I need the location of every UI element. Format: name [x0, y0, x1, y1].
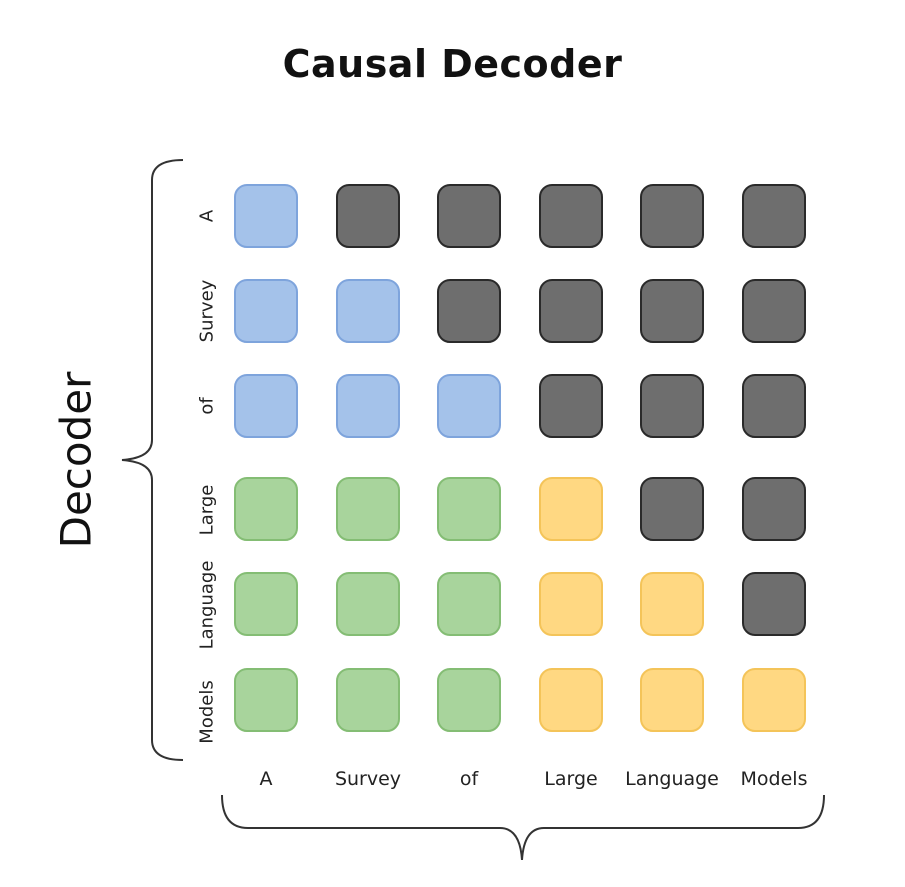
cell-green [234, 668, 298, 732]
row-label: Language [196, 560, 218, 650]
row-label: Survey [196, 279, 218, 343]
col-label: Models [740, 768, 808, 790]
cell-blue [336, 374, 400, 438]
row-label: Large [196, 484, 218, 536]
cell-gray [437, 279, 501, 343]
col-label: Large [544, 768, 598, 790]
bottom-brace [221, 794, 825, 861]
cell-yellow [640, 572, 704, 636]
cell-green [234, 572, 298, 636]
left-brace [121, 159, 184, 761]
cell-yellow [742, 668, 806, 732]
row-label: Models [196, 680, 218, 744]
cell-gray [539, 374, 603, 438]
cell-gray [640, 374, 704, 438]
cell-yellow [539, 572, 603, 636]
cell-green [437, 572, 501, 636]
cell-blue [234, 279, 298, 343]
diagram-title: Causal Decoder [282, 42, 623, 86]
cell-green [437, 668, 501, 732]
col-label: of [459, 768, 479, 790]
cell-gray [336, 184, 400, 248]
cell-green [437, 477, 501, 541]
cell-yellow [539, 477, 603, 541]
cell-yellow [539, 668, 603, 732]
cell-blue [437, 374, 501, 438]
cell-yellow [640, 668, 704, 732]
row-label: A [196, 209, 218, 223]
cell-green [336, 572, 400, 636]
cell-blue [336, 279, 400, 343]
cell-gray [437, 184, 501, 248]
cell-blue [234, 374, 298, 438]
cell-gray [742, 572, 806, 636]
cell-gray [640, 279, 704, 343]
cell-green [336, 477, 400, 541]
cell-gray [742, 477, 806, 541]
cell-blue [234, 184, 298, 248]
cell-gray [539, 279, 603, 343]
cell-gray [742, 184, 806, 248]
cell-green [234, 477, 298, 541]
col-label: Survey [334, 768, 402, 790]
cell-gray [742, 279, 806, 343]
cell-gray [742, 374, 806, 438]
row-label: of [196, 397, 218, 415]
col-label: Language [625, 768, 719, 790]
cell-green [336, 668, 400, 732]
cell-gray [640, 184, 704, 248]
cell-gray [539, 184, 603, 248]
col-label: A [259, 768, 273, 790]
cell-gray [640, 477, 704, 541]
